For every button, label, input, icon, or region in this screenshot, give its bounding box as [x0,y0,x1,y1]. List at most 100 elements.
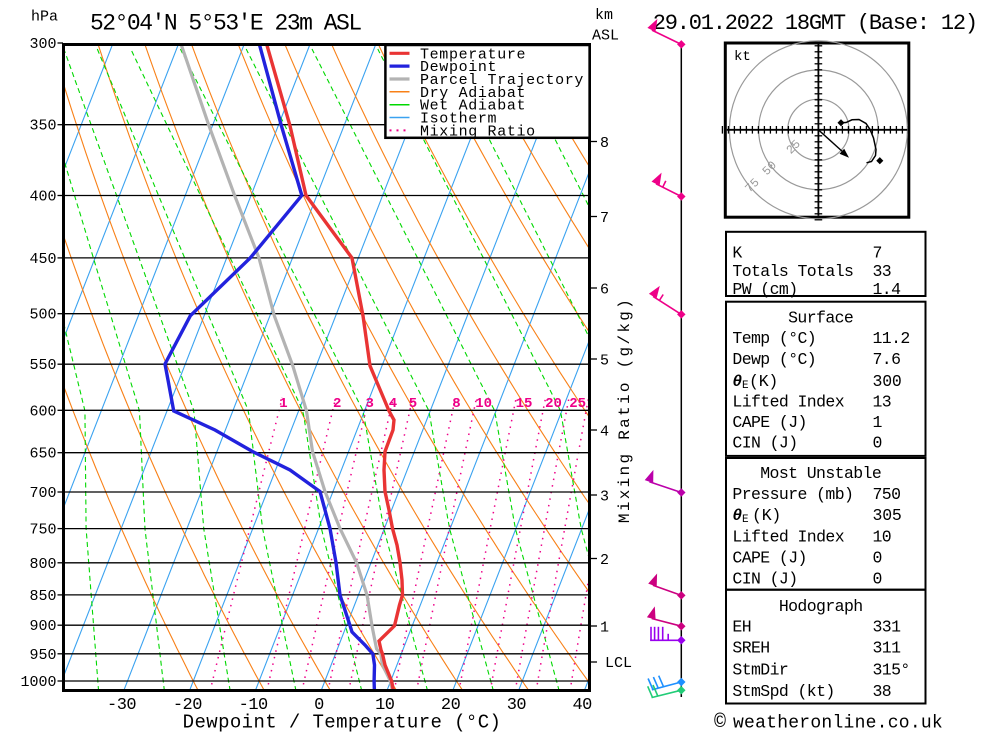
svg-text:hPa: hPa [31,9,58,26]
svg-text:Surface: Surface [788,309,853,328]
svg-text:2: 2 [333,396,341,412]
svg-text:Most Unstable: Most Unstable [760,464,881,483]
svg-text:Hodograph: Hodograph [779,597,863,616]
svg-text:33: 33 [873,262,892,281]
svg-text:15: 15 [516,396,533,412]
svg-text:PW (cm): PW (cm) [732,280,797,299]
svg-text:5: 5 [409,396,417,412]
svg-text:30: 30 [507,696,527,715]
svg-text:750: 750 [873,485,901,504]
svg-text:Pressure (mb): Pressure (mb) [732,485,853,504]
svg-text:305: 305 [873,506,902,525]
svg-text:900: 900 [29,618,56,635]
svg-text:13: 13 [873,393,892,412]
svg-text:800: 800 [29,556,56,573]
svg-text:11.2: 11.2 [873,329,910,348]
svg-text:0: 0 [873,570,882,589]
svg-text:20: 20 [545,396,562,412]
svg-text:1: 1 [873,413,883,432]
svg-text:311: 311 [873,639,902,658]
svg-text:20: 20 [441,696,461,715]
svg-text:4: 4 [389,396,397,412]
svg-text:8: 8 [600,135,609,152]
svg-text:(K): (K) [752,506,781,525]
svg-text:StmDir: StmDir [732,661,788,680]
svg-text:0: 0 [873,434,882,453]
svg-text:350: 350 [29,118,56,135]
svg-text:3: 3 [365,396,373,412]
svg-text:4: 4 [600,424,609,441]
svg-text:Parcel Trajectory: Parcel Trajectory [420,72,584,89]
svg-text:-20: -20 [173,696,202,715]
svg-text:29.01.2022 18GMT (Base: 12): 29.01.2022 18GMT (Base: 12) [653,11,977,36]
svg-text:θ: θ [732,373,742,391]
svg-text:700: 700 [29,485,56,502]
svg-text:Dewpoint: Dewpoint [420,59,497,76]
svg-text:3: 3 [600,489,609,506]
svg-text:950: 950 [29,647,56,664]
svg-text:300: 300 [873,372,902,391]
svg-text:CAPE (J): CAPE (J) [732,549,806,568]
svg-text:40: 40 [572,696,592,715]
svg-text:Totals Totals: Totals Totals [732,262,853,281]
svg-text:8: 8 [452,396,460,412]
svg-text:Lifted Index: Lifted Index [732,393,844,412]
svg-text:SREH: SREH [732,639,769,658]
svg-text:500: 500 [29,307,56,324]
svg-text:450: 450 [29,251,56,268]
svg-text:weatheronline.co.uk: weatheronline.co.uk [733,714,943,734]
svg-text:7.6: 7.6 [873,350,901,369]
svg-text:Dewp (°C): Dewp (°C) [732,350,816,369]
svg-text:K: K [732,244,742,263]
svg-text:Dewpoint / Temperature (°C): Dewpoint / Temperature (°C) [183,712,502,734]
svg-text:1: 1 [600,620,609,637]
svg-text:10: 10 [375,696,395,715]
svg-text:Wet Adiabat: Wet Adiabat [420,98,526,115]
svg-text:CIN (J): CIN (J) [732,570,797,589]
svg-text:38: 38 [873,682,892,701]
svg-text:10: 10 [873,527,892,546]
svg-text:Lifted Index: Lifted Index [732,527,844,546]
svg-text:E: E [742,514,749,526]
svg-text:Temp (°C): Temp (°C) [732,329,816,348]
svg-text:300: 300 [29,36,56,53]
svg-text:7: 7 [873,244,882,263]
svg-text:2: 2 [600,552,609,569]
svg-text:θ: θ [732,507,742,525]
svg-text:Mixing Ratio: Mixing Ratio [420,123,536,140]
svg-text:kt: kt [734,49,751,65]
svg-text:5: 5 [600,353,609,370]
svg-text:331: 331 [873,618,902,637]
svg-text:CIN (J): CIN (J) [732,434,797,453]
svg-text:25: 25 [569,396,586,412]
svg-text:(K): (K) [749,372,778,391]
svg-text:-30: -30 [107,696,136,715]
svg-text:850: 850 [29,588,56,605]
svg-text:Dry Adiabat: Dry Adiabat [420,85,526,102]
svg-text:600: 600 [29,403,56,420]
svg-text:km: km [595,7,613,24]
svg-text:Temperature: Temperature [420,46,526,63]
svg-text:0: 0 [873,549,882,568]
svg-text:©: © [714,712,726,734]
svg-text:1: 1 [279,396,287,412]
svg-text:7: 7 [600,210,609,227]
svg-text:E: E [742,380,749,392]
svg-text:650: 650 [29,446,56,463]
svg-text:400: 400 [29,189,56,206]
svg-text:Mixing Ratio (g/kg): Mixing Ratio (g/kg) [616,297,634,523]
svg-text:LCL: LCL [605,655,632,672]
svg-text:EH: EH [732,618,751,637]
svg-text:StmSpd (kt): StmSpd (kt) [732,682,834,701]
svg-text:315°: 315° [873,661,910,680]
svg-text:CAPE (J): CAPE (J) [732,413,806,432]
svg-text:750: 750 [29,522,56,539]
svg-text:1000: 1000 [20,674,56,691]
svg-text:ASL: ASL [592,28,619,45]
svg-text:Isotherm: Isotherm [420,111,497,128]
svg-text:-10: -10 [239,696,268,715]
svg-text:6: 6 [600,282,609,299]
svg-text:10: 10 [475,396,492,412]
svg-text:1.4: 1.4 [873,280,902,299]
svg-text:0: 0 [314,696,324,715]
